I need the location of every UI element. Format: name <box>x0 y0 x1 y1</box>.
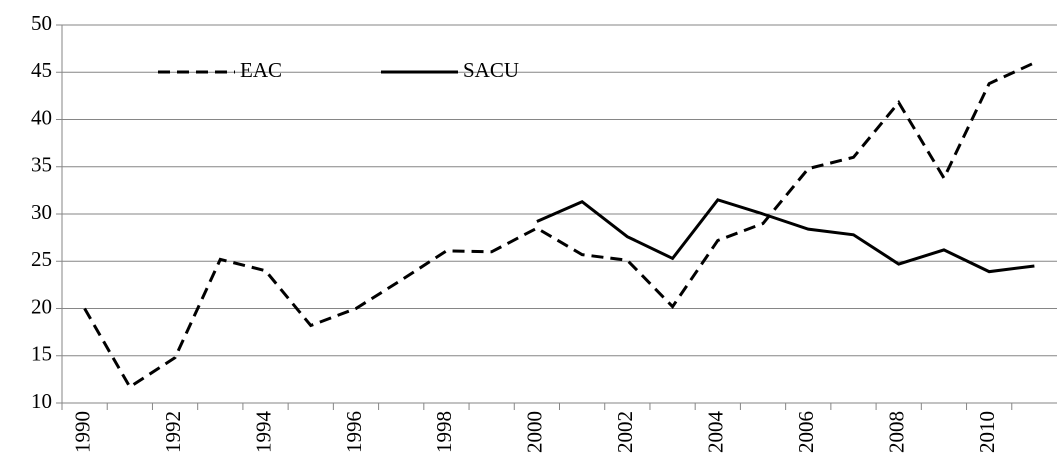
x-tick-label: 1996 <box>342 411 366 453</box>
x-tick-label: 2008 <box>885 411 909 453</box>
y-tick-label: 30 <box>31 200 52 224</box>
x-tick-label: 1998 <box>432 411 456 453</box>
x-tick-label: 1992 <box>161 411 185 453</box>
legend-label: SACU <box>463 58 519 82</box>
y-tick-label: 10 <box>31 389 52 413</box>
x-tick-label: 2006 <box>794 411 818 453</box>
x-tick-label: 2002 <box>613 411 637 453</box>
x-tick-label: 1990 <box>70 411 94 453</box>
legend-label: EAC <box>240 58 282 82</box>
x-tick-label: 1994 <box>251 411 275 454</box>
y-tick-label: 40 <box>31 105 52 129</box>
y-tick-label: 35 <box>31 153 52 177</box>
y-tick-label: 15 <box>31 342 52 366</box>
x-tick-label: 2000 <box>523 411 547 453</box>
series-line <box>83 61 1036 390</box>
y-tick-label: 20 <box>31 294 52 318</box>
x-tick-label: 2004 <box>704 411 728 454</box>
y-tick-label: 45 <box>31 58 52 82</box>
series-line <box>536 198 1035 274</box>
x-tick-label: 2010 <box>975 411 999 453</box>
y-tick-label: 25 <box>31 247 52 271</box>
y-tick-label: 50 <box>31 11 52 35</box>
